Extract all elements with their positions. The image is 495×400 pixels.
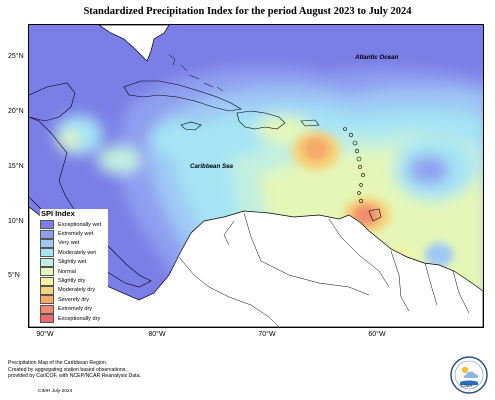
legend-swatch <box>40 276 54 286</box>
yucatan-outline <box>29 82 76 122</box>
legend-swatch <box>40 314 54 324</box>
map-date: CIMH July-2024 <box>38 389 73 394</box>
legend-item: Exceptionally dry <box>40 314 108 324</box>
florida-landmass <box>98 25 170 62</box>
lat-tick-5n: 5°N <box>8 272 20 279</box>
legend-swatch <box>40 229 54 239</box>
legend-label: Moderately wet <box>58 249 96 256</box>
legend-swatch <box>40 238 54 248</box>
legend-item: Extremely wet <box>40 229 108 239</box>
bahamas-outline <box>168 54 224 92</box>
spi-legend: SPI Index Exceptionally wet Extremely wet… <box>40 209 108 324</box>
legend-swatch <box>40 248 54 258</box>
label-caribbean-sea: Caribbean Sea <box>190 163 233 170</box>
hispaniola-outline <box>236 110 286 130</box>
lat-tick-25n: 25°N <box>8 53 24 60</box>
legend-item: Very wet <box>40 238 108 248</box>
legend-swatch <box>40 220 54 230</box>
legend-label: Moderately dry <box>58 287 95 294</box>
jamaica-outline <box>180 121 202 131</box>
legend-item: Exceptionally wet <box>40 220 108 230</box>
legend-item: Extremely dry <box>40 304 108 314</box>
legend-item: Slightly wet <box>40 257 108 267</box>
legend-swatch <box>40 257 54 267</box>
logo-text: CIMH <box>461 383 473 388</box>
lon-tick-60w: 60°W <box>368 331 386 338</box>
credit-line: Precipitation Map of the Caribbean Regio… <box>8 360 108 366</box>
legend-item: Moderately wet <box>40 248 108 258</box>
puerto-rico-outline <box>300 119 320 127</box>
lesser-antilles-outline <box>343 127 382 222</box>
legend-title: SPI Index <box>41 209 75 218</box>
legend-label: Slightly wet <box>58 259 87 266</box>
lon-tick-80w: 80°W <box>148 331 166 338</box>
credit-line: provided by CariCOF, with NCEP/NCAR Rean… <box>8 373 141 380</box>
legend-swatch <box>40 304 54 314</box>
legend-label: Extremely dry <box>58 306 93 313</box>
legend-label: Normal <box>58 268 77 275</box>
legend-swatch <box>40 295 54 305</box>
lat-tick-10n: 10°N <box>8 218 24 225</box>
legend-swatch <box>40 267 54 277</box>
lat-tick-20n: 20°N <box>8 108 24 115</box>
cimh-logo-icon <box>450 356 488 394</box>
legend-label: Slightly dry <box>58 278 86 285</box>
cimh-logo <box>449 355 489 400</box>
legend-label: Exceptionally dry <box>58 315 101 322</box>
map-credit: Precipitation Map of the Caribbean Regio… <box>8 360 208 380</box>
south-america-landmass <box>29 206 483 327</box>
legend-label: Severely dry <box>58 296 90 303</box>
label-atlantic-ocean: Atlantic Ocean <box>355 54 399 61</box>
lat-tick-15n: 15°N <box>8 163 24 170</box>
lon-tick-70w: 70°W <box>258 331 276 338</box>
country-borders <box>178 212 470 327</box>
cuba-outline <box>123 80 242 112</box>
legend-item: Moderately dry <box>40 285 108 295</box>
legend-item: Normal <box>40 267 108 277</box>
map-title: Standardized Precipitation Index for the… <box>83 6 412 17</box>
legend-label: Extremely wet <box>58 231 94 238</box>
credit-line: Created by aggregating station based obs… <box>8 366 127 373</box>
legend-item: Slightly dry <box>40 276 108 286</box>
legend-label: Exceptionally wet <box>58 221 102 228</box>
legend-item: Severely dry <box>40 295 108 305</box>
legend-swatch <box>40 285 54 295</box>
legend-label: Very wet <box>58 240 80 247</box>
lon-tick-90w: 90°W <box>36 331 54 338</box>
